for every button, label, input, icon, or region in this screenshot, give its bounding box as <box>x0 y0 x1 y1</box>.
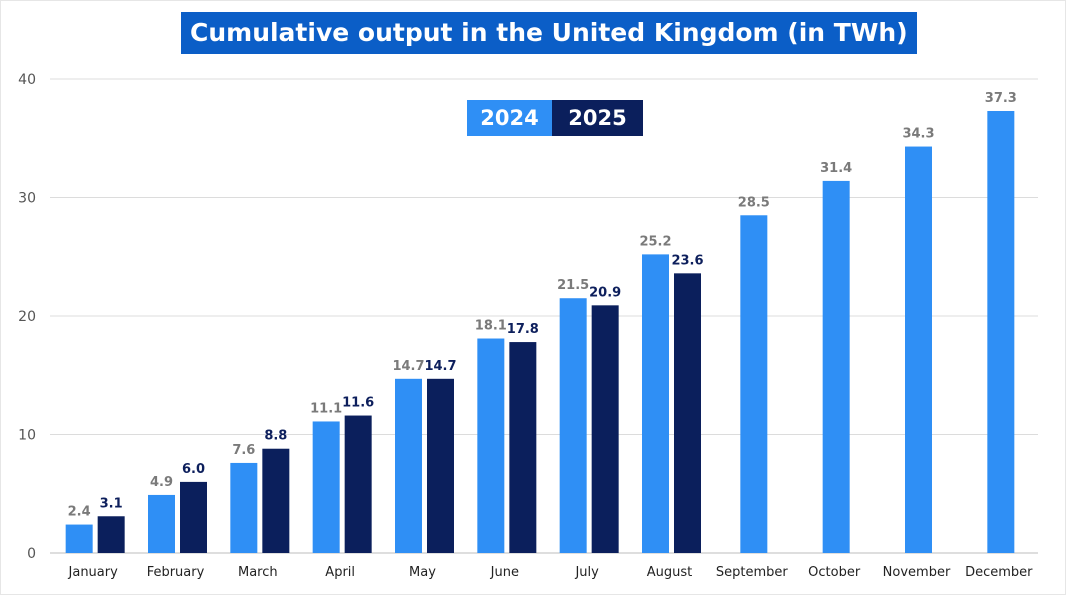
data-label-2024: 34.3 <box>902 127 934 142</box>
bar-2024 <box>740 215 768 553</box>
data-label-2024: 18.1 <box>475 319 507 334</box>
data-label-2024: 4.9 <box>150 475 173 490</box>
data-label-2024: 31.4 <box>820 161 852 176</box>
bar-2024 <box>822 180 850 553</box>
data-label-2025: 11.6 <box>342 396 374 411</box>
bar-2024 <box>65 524 93 553</box>
bar-2024 <box>230 462 258 553</box>
data-label-2024: 21.5 <box>557 278 589 293</box>
data-label-2024: 11.1 <box>310 401 342 416</box>
data-label-2024: 25.2 <box>639 234 671 249</box>
x-tick-label: March <box>238 565 278 580</box>
bar-2024 <box>312 421 340 553</box>
bar-2025 <box>427 378 454 553</box>
data-label-2025: 8.8 <box>264 429 287 444</box>
x-tick-label: January <box>68 565 119 580</box>
x-tick-label: February <box>147 565 205 580</box>
data-label-2024: 37.3 <box>985 91 1017 106</box>
data-label-2024: 2.4 <box>68 505 91 520</box>
bar-2025 <box>591 305 619 553</box>
y-tick-label: 20 <box>18 309 36 325</box>
bar-2024 <box>395 378 422 553</box>
y-tick-label: 30 <box>18 191 36 207</box>
x-tick-label: August <box>647 565 693 580</box>
data-label-2024: 14.7 <box>392 359 424 374</box>
data-label-2024: 7.6 <box>232 443 255 458</box>
data-label-2024: 28.5 <box>738 195 770 210</box>
legend: 2024 2025 <box>467 100 643 136</box>
y-tick-label: 10 <box>18 428 36 444</box>
x-tick-label: September <box>716 565 789 580</box>
bar-2024 <box>148 494 175 553</box>
bar-2024 <box>477 338 505 553</box>
chart-title: Cumulative output in the United Kingdom … <box>181 12 917 54</box>
legend-item-2025: 2025 <box>552 100 643 136</box>
bar-2025 <box>180 481 207 553</box>
bar-2024 <box>559 298 587 553</box>
x-tick-label: December <box>965 565 1033 580</box>
x-tick-label: June <box>490 565 519 580</box>
bar-2024 <box>987 110 1015 554</box>
x-tick-label: April <box>325 565 355 580</box>
data-label-2025: 17.8 <box>507 322 539 337</box>
x-tick-label: November <box>883 565 951 580</box>
bar-2025 <box>262 448 290 553</box>
x-tick-label: May <box>409 565 436 580</box>
data-label-2025: 23.6 <box>671 253 703 268</box>
data-label-2025: 6.0 <box>182 462 205 477</box>
y-tick-label: 0 <box>27 546 36 562</box>
bar-2025 <box>344 415 372 553</box>
y-tick-label: 40 <box>18 72 36 88</box>
bar-2024 <box>642 254 669 553</box>
data-label-2025: 3.1 <box>100 496 123 511</box>
bar-2025 <box>509 342 537 553</box>
x-tick-label: October <box>808 565 861 580</box>
data-label-2025: 14.7 <box>424 359 456 374</box>
bar-2025 <box>97 516 125 553</box>
bar-2025 <box>674 273 701 553</box>
legend-item-2024: 2024 <box>467 100 552 136</box>
x-tick-label: July <box>574 565 599 580</box>
bar-2024 <box>905 146 932 554</box>
data-label-2025: 20.9 <box>589 285 621 300</box>
